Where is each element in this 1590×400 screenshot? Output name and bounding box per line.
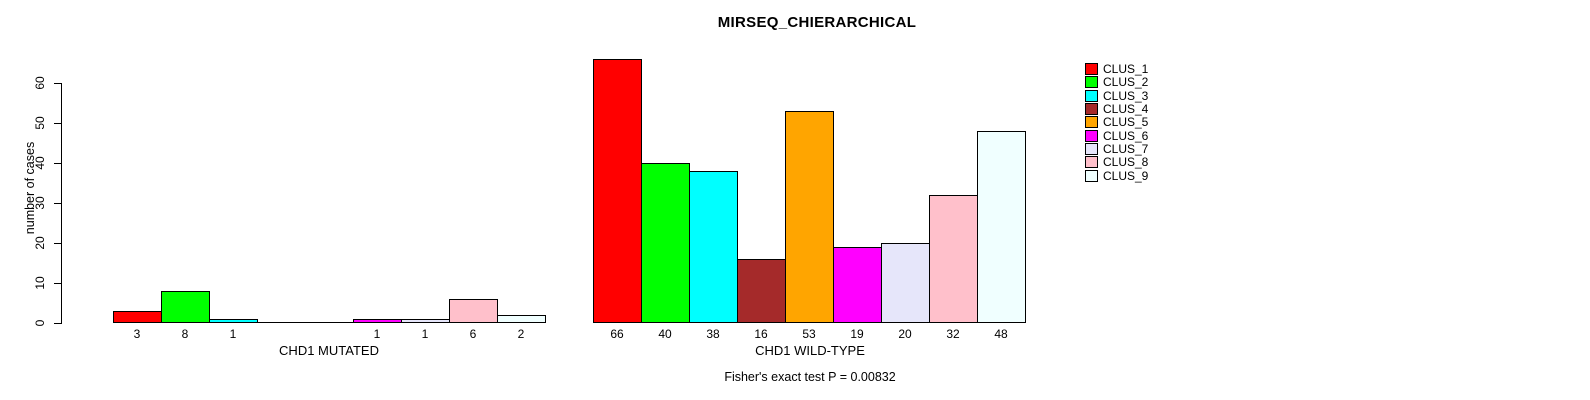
y-axis-tick-label: 30	[33, 196, 47, 210]
bar-value-label: 53	[802, 327, 816, 341]
bar-value-label: 2	[517, 327, 525, 341]
y-axis-tick	[54, 243, 61, 244]
y-axis-tick-label: 0	[33, 319, 47, 327]
bar-value-label: 20	[898, 327, 912, 341]
bar-clus_9	[977, 131, 1026, 323]
bar-clus_6	[353, 319, 402, 323]
legend-swatch-clus_2	[1085, 76, 1098, 89]
bar-zero-clus_4	[257, 322, 306, 323]
x-group-label-mutated: CHD1 MUTATED	[279, 343, 379, 358]
legend-label-clus_8: CLUS_8	[1103, 155, 1149, 170]
bar-clus_1	[593, 59, 642, 323]
bar-value-label: 19	[850, 327, 864, 341]
fisher-test-annotation: Fisher's exact test P = 0.00832	[724, 370, 896, 384]
legend-swatch-clus_9	[1085, 169, 1098, 182]
bar-value-label: 6	[469, 327, 477, 341]
bar-clus_8	[449, 299, 498, 323]
y-axis-tick-label: 20	[33, 236, 47, 250]
bar-clus_6	[833, 247, 882, 323]
bar-clus_1	[113, 311, 162, 323]
bar-clus_7	[881, 243, 930, 323]
y-axis-tick-label: 50	[33, 116, 47, 130]
bar-clus_8	[929, 195, 978, 323]
y-axis-tick	[54, 163, 61, 164]
bar-value-label: 1	[373, 327, 381, 341]
y-axis-tick-label: 40	[33, 156, 47, 170]
bar-clus_5	[785, 111, 834, 323]
bar-clus_9	[497, 315, 546, 323]
legend-swatch-clus_7	[1085, 143, 1098, 156]
legend-label-clus_4: CLUS_4	[1103, 102, 1149, 117]
bar-value-label: 32	[946, 327, 960, 341]
legend-label-clus_2: CLUS_2	[1103, 75, 1149, 90]
bar-value-label: 66	[610, 327, 624, 341]
legend-swatch-clus_5	[1085, 116, 1098, 129]
legend-label-clus_7: CLUS_7	[1103, 142, 1149, 157]
y-axis-tick	[54, 283, 61, 284]
legend-label-clus_5: CLUS_5	[1103, 115, 1149, 130]
legend-swatch-clus_4	[1085, 103, 1098, 116]
chart-title: MIRSEQ_CHIERARCHICAL	[717, 14, 917, 31]
y-axis-tick-label: 60	[33, 76, 47, 90]
legend-swatch-clus_6	[1085, 129, 1098, 142]
x-group-label-wildtype: CHD1 WILD-TYPE	[755, 343, 865, 358]
bar-clus_2	[641, 163, 690, 323]
legend-label-clus_9: CLUS_9	[1103, 168, 1149, 183]
legend-label-clus_1: CLUS_1	[1103, 62, 1149, 76]
y-axis-tick	[54, 203, 61, 204]
y-axis-tick	[54, 123, 61, 124]
bar-value-label: 3	[133, 327, 141, 341]
bar-value-label: 1	[229, 327, 237, 341]
y-axis-tick-label: 10	[33, 276, 47, 290]
y-axis-tick	[54, 83, 61, 84]
y-axis-line	[61, 83, 62, 324]
legend-label-clus_6: CLUS_6	[1103, 128, 1149, 143]
bar-clus_2	[161, 291, 210, 323]
y-axis-tick	[54, 323, 61, 324]
legend-swatch-clus_3	[1085, 89, 1098, 102]
bar-value-label: 16	[754, 327, 768, 341]
bar-value-label: 1	[421, 327, 429, 341]
bar-value-label: 40	[658, 327, 672, 341]
bar-clus_4	[737, 259, 786, 323]
bar-value-label: 38	[706, 327, 720, 341]
legend-swatch-clus_1	[1085, 63, 1098, 75]
bar-clus_3	[689, 171, 738, 323]
bar-clus_3	[209, 319, 258, 323]
legend-label-clus_3: CLUS_3	[1103, 88, 1149, 103]
legend-swatch-clus_8	[1085, 156, 1098, 169]
bar-value-label: 8	[181, 327, 189, 341]
bar-value-label: 48	[994, 327, 1008, 341]
bar-zero-clus_5	[305, 322, 354, 323]
bar-clus_7	[401, 319, 450, 323]
